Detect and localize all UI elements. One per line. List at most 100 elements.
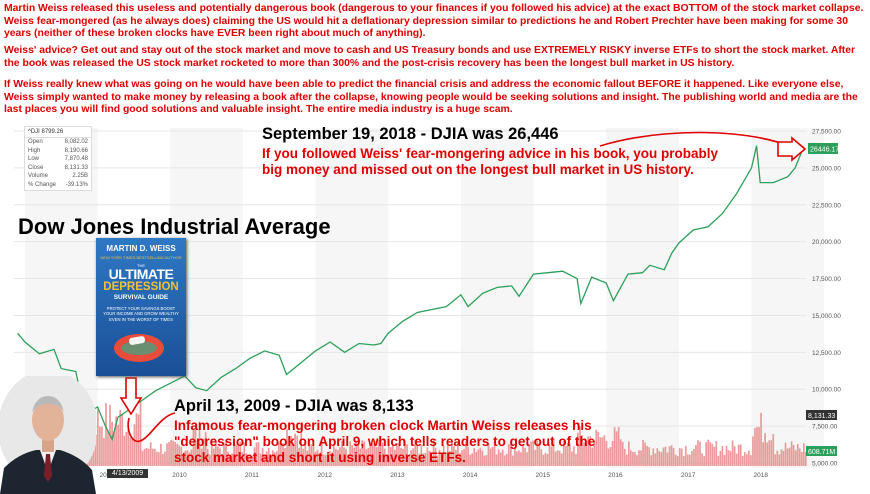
x-tick-label: 2012: [318, 472, 333, 479]
volume-bar: [650, 455, 653, 466]
x-tick-label: 2013: [390, 472, 405, 479]
book-cover: MARTIN D. WEISS NEW YORK TIMES BESTSELLI…: [96, 238, 186, 376]
volume-bar: [190, 449, 193, 466]
volume-bar: [758, 427, 760, 466]
volume-bar: [792, 445, 795, 466]
volume-bar: [750, 455, 752, 466]
x-tick-label: 2009: [100, 472, 115, 479]
volume-bar: [306, 450, 309, 466]
info-row: % Change -39.13%: [25, 181, 91, 190]
volume-bar: [579, 426, 581, 466]
volume-bar: [745, 454, 748, 466]
volume-bar: [540, 449, 543, 466]
volume-bar: [164, 451, 166, 466]
volume-bar: [168, 441, 170, 466]
volume-bar: [552, 440, 555, 466]
volume-bar: [560, 453, 563, 466]
volume-bar: [322, 454, 325, 466]
chart-title: Dow Jones Industrial Average: [18, 214, 331, 239]
volume-bar: [670, 445, 673, 466]
volume-bar: [398, 443, 400, 466]
volume-bar: [804, 451, 807, 466]
volume-bar: [593, 440, 596, 466]
info-row-value: 2.25B: [72, 173, 88, 180]
volume-bar: [591, 447, 594, 466]
info-row: Close 8,131.33: [25, 164, 91, 173]
volume-bar: [143, 448, 146, 466]
y-tick-label: 27,500.00: [812, 129, 841, 136]
volume-bar: [617, 427, 620, 466]
volume-bar: [428, 450, 431, 466]
volume-bar: [145, 447, 148, 466]
volume-bar: [526, 452, 528, 466]
price-info-box: ^DJI 8799.26 Open 8,082.02 High 8,190.66 Low…: [24, 126, 92, 191]
volume-bar: [770, 440, 773, 466]
book-title-ultimate: ULTIMATE: [108, 266, 174, 282]
current-price-tag-bg: [808, 143, 838, 154]
volume-bar: [418, 453, 421, 466]
volume-bar: [99, 426, 101, 466]
volume-bar: [310, 444, 313, 466]
volume-bar: [489, 448, 492, 466]
volume-bar: [605, 440, 608, 466]
volume-bar: [609, 447, 612, 466]
volume-bar: [296, 435, 299, 466]
volume-bar: [314, 451, 317, 466]
info-row: High 8,190.66: [25, 147, 91, 156]
volume-bar: [752, 436, 754, 466]
volume-bar: [772, 433, 775, 466]
volume-bar: [129, 437, 132, 466]
volume-bar: [259, 453, 262, 466]
info-row-label: Close: [28, 164, 44, 171]
volume-bar: [94, 434, 97, 466]
volume-bar: [276, 451, 278, 466]
volume-bar: [627, 441, 630, 466]
book-author: MARTIN D. WEISS: [106, 244, 176, 253]
arrow-2009-head: [119, 377, 143, 416]
life-ring-icon: [114, 334, 164, 362]
volume-bar: [373, 441, 376, 466]
volume-bar: [475, 451, 478, 466]
volume-bar: [522, 444, 524, 466]
volume-bar: [463, 449, 465, 466]
volume-bar: [318, 454, 321, 466]
volume-bar: [135, 413, 138, 466]
volume-bar: [743, 452, 746, 466]
volume-bar: [568, 444, 571, 466]
volume-bar: [363, 441, 366, 466]
volume-bar: [316, 450, 319, 466]
info-row-label: Low: [28, 156, 40, 163]
volume-bar: [725, 445, 728, 466]
volume-bar: [691, 451, 693, 466]
volume-bar: [149, 442, 152, 466]
advice-paragraph: Weiss' advice? Get out and stay out of t…: [4, 45, 856, 69]
date-marker-label: 4/13/2009: [107, 469, 149, 478]
volume-bar: [343, 447, 345, 466]
volume-bar: [158, 452, 160, 466]
volume-bar: [257, 442, 260, 466]
volume-bar: [682, 456, 685, 466]
x-tick-label: 2014: [463, 472, 478, 479]
volume-bar: [117, 424, 120, 466]
volume-bar: [632, 452, 634, 466]
volume-bar: [644, 442, 646, 466]
book-the: THE: [137, 263, 145, 268]
price-line: [17, 145, 805, 442]
volume-bar: [121, 414, 124, 466]
annotation-2009-title: April 13, 2009 - DJIA was 8,133: [174, 397, 414, 415]
volume-bar: [729, 451, 732, 466]
info-row-label: % Change: [28, 181, 57, 188]
volume-bar: [737, 444, 740, 466]
volume-bar: [166, 443, 168, 466]
volume-bar: [162, 453, 164, 466]
volume-bar: [658, 451, 661, 466]
volume-bar: [634, 452, 636, 466]
volume-bar: [695, 445, 697, 466]
volume-bar: [424, 452, 427, 466]
volume-bar: [208, 454, 211, 466]
intro-paragraph: Martin Weiss released this useless and p…: [4, 3, 864, 40]
volume-bar: [477, 449, 480, 466]
volume-bar: [351, 445, 353, 466]
volume-bar: [324, 454, 327, 466]
